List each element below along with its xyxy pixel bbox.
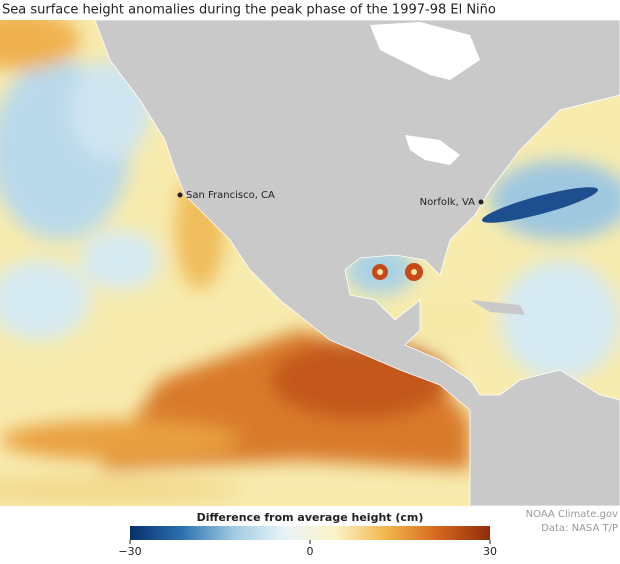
map (0, 20, 620, 506)
colorbar (130, 526, 490, 540)
cuba (470, 300, 525, 315)
place-marker (478, 199, 484, 205)
credit: NOAA Climate.gov (526, 509, 618, 520)
land (94, 20, 620, 506)
colorbar-tick-label: 0 (307, 545, 314, 558)
place-label: Norfolk, VA (420, 197, 475, 208)
place-label: San Francisco, CA (186, 190, 275, 201)
colorbar-tick-label: 30 (483, 545, 497, 558)
title: Sea surface height anomalies during the … (2, 3, 496, 18)
place-marker (177, 192, 183, 198)
colorbar-tick-label: −30 (118, 545, 141, 558)
credit: Data: NASA T/P (541, 523, 618, 534)
hudson-bay (370, 22, 480, 80)
colorbar-label: Difference from average height (cm) (197, 511, 424, 524)
great-lakes (405, 135, 460, 165)
